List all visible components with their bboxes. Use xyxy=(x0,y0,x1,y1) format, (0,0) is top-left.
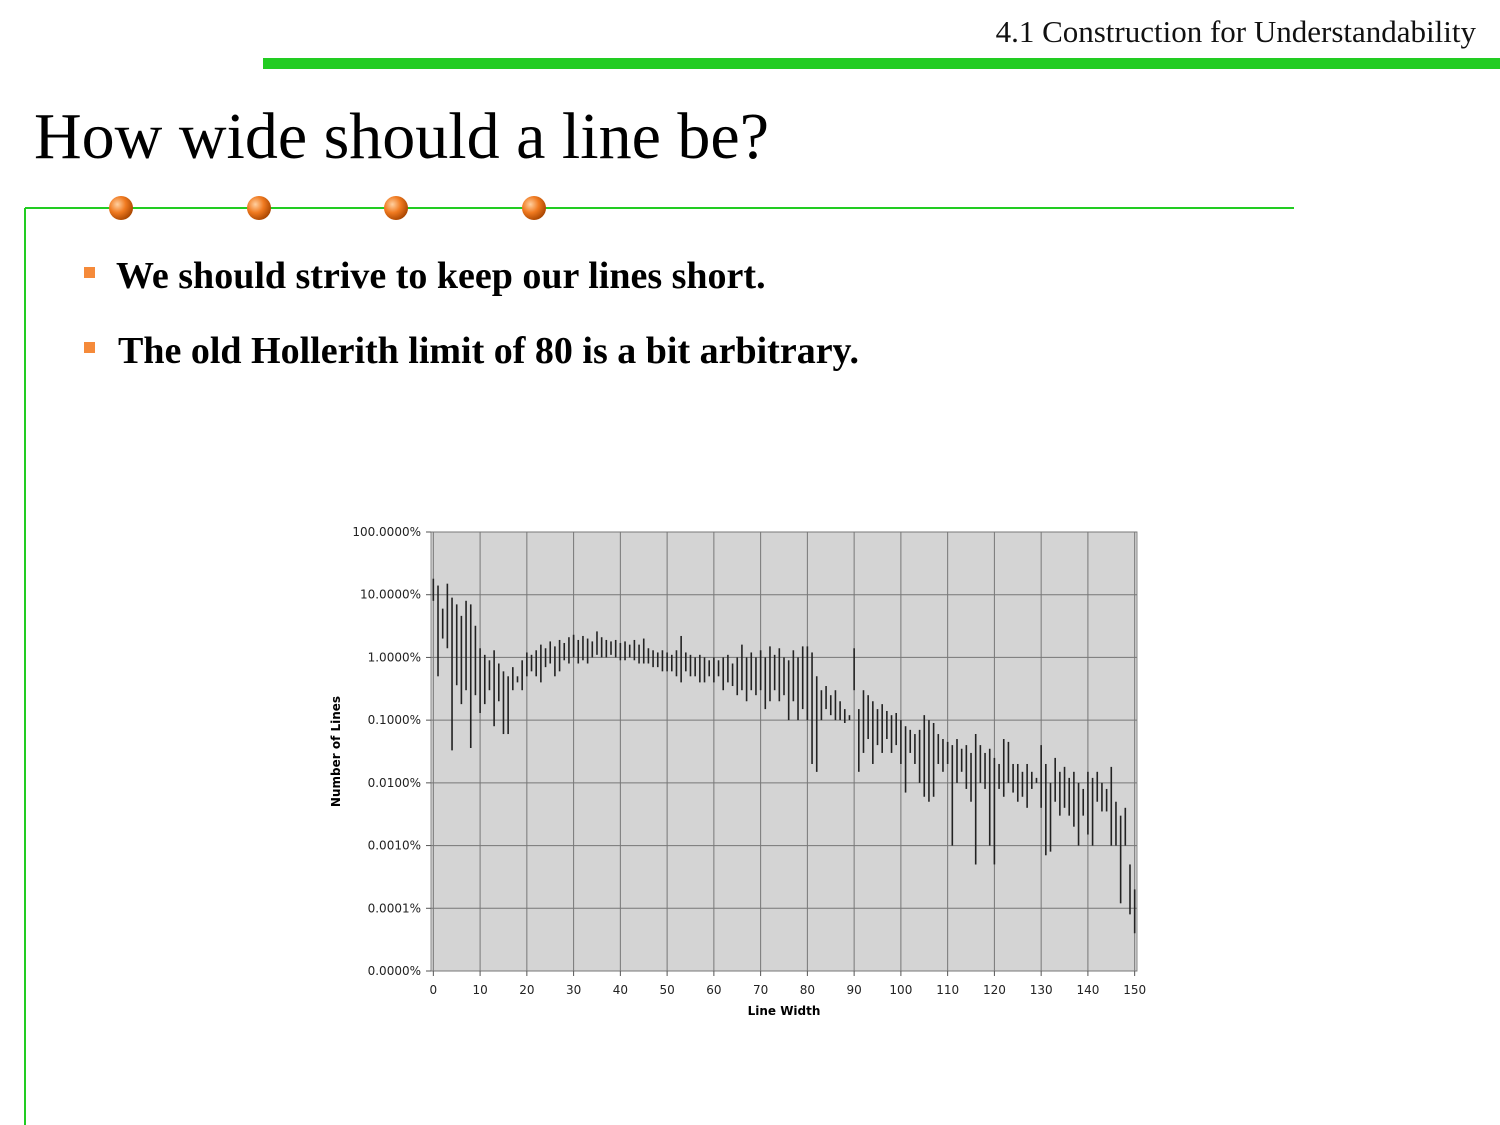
chart: 0.0000% 0.0001% 0.0010% 0.0100% 0.1000% 1.000… xyxy=(329,525,1146,1018)
x-tick-label: 100 xyxy=(889,983,912,997)
x-axis-title: Line Width xyxy=(748,1004,821,1018)
header-bar xyxy=(263,58,1500,69)
ornament-dot xyxy=(522,196,546,220)
x-tick-label: 20 xyxy=(519,983,534,997)
x-tick-label: 0 xyxy=(430,983,438,997)
y-tick-label: 1.0000% xyxy=(368,650,421,664)
x-tick-label: 50 xyxy=(659,983,674,997)
y-axis-title: Number of Lines xyxy=(329,696,343,807)
y-tick-label: 0.0000% xyxy=(368,964,421,978)
x-tick-label: 140 xyxy=(1076,983,1099,997)
bullet-marker xyxy=(84,342,95,353)
x-tick-label: 80 xyxy=(800,983,815,997)
y-tick-label: 0.0100% xyxy=(368,776,421,790)
x-tick-label: 30 xyxy=(566,983,581,997)
x-tick-label: 90 xyxy=(846,983,861,997)
x-tick-label: 60 xyxy=(706,983,721,997)
x-tick-label: 150 xyxy=(1123,983,1146,997)
y-tick-label: 10.0000% xyxy=(360,588,421,602)
x-tick-label: 130 xyxy=(1030,983,1053,997)
slide-title: How wide should a line be? xyxy=(34,100,769,173)
plot-area xyxy=(430,531,1138,972)
ornament-dot xyxy=(247,196,271,220)
x-tick-label: 10 xyxy=(472,983,487,997)
bullet-text: The old Hollerith limit of 80 is a bit a… xyxy=(118,330,859,372)
x-tick-label: 40 xyxy=(613,983,628,997)
section-header: 4.1 Construction for Understandability xyxy=(996,14,1477,49)
x-tick-label: 120 xyxy=(983,983,1006,997)
x-tick-label: 70 xyxy=(753,983,768,997)
bullet-marker xyxy=(84,267,95,278)
y-tick-label: 0.1000% xyxy=(368,713,421,727)
y-tick-label: 0.0001% xyxy=(368,901,421,915)
y-tick-label: 0.0010% xyxy=(368,839,421,853)
bullet-text: We should strive to keep our lines short… xyxy=(116,255,766,297)
x-tick-label: 110 xyxy=(936,983,959,997)
y-tick-label: 100.0000% xyxy=(352,525,421,539)
ornament-dot xyxy=(109,196,133,220)
ornament-dot xyxy=(384,196,408,220)
